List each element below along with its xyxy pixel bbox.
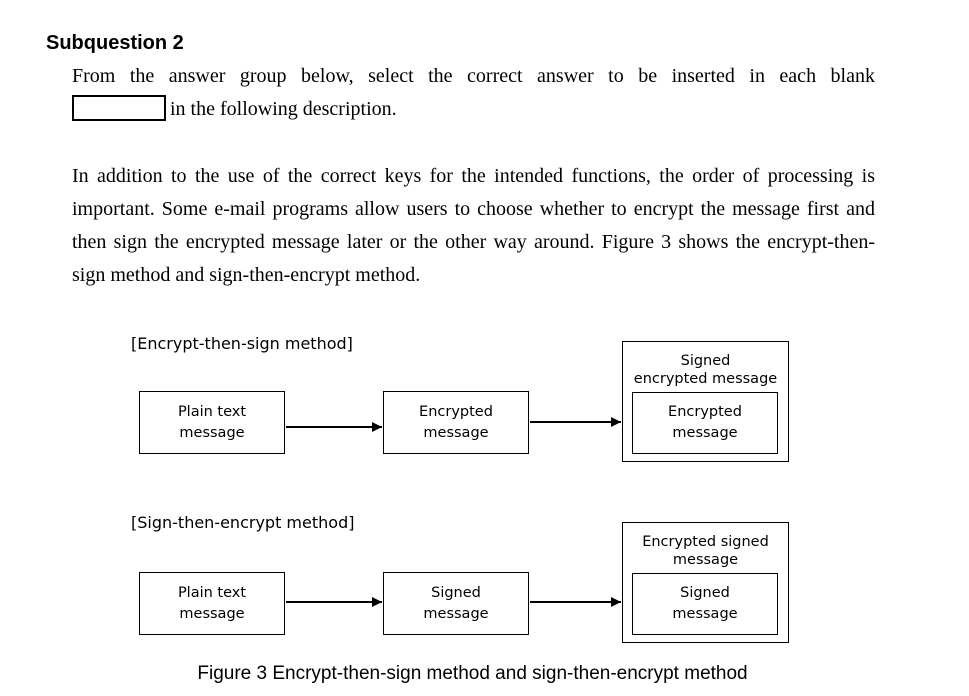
intro-line-1: From the answer group below, select the … (72, 65, 875, 87)
top-outer-label-line1: Signed (680, 353, 731, 369)
top-plain-text-box: Plain text message (139, 391, 285, 454)
bottom-inner-line1: Signed (680, 585, 730, 601)
top-encrypted-line2: message (423, 424, 489, 441)
intro-line-2: in the following description. (72, 93, 875, 126)
bottom-signed-box: Signed message (383, 572, 529, 635)
bottom-outer-label-line2: message (672, 552, 739, 568)
bottom-signed-line2: message (423, 605, 489, 622)
top-inner-encrypted-box: Encrypted message (632, 392, 778, 454)
top-inner-line2: message (672, 425, 738, 441)
top-encrypted-line1: Encrypted (419, 403, 493, 420)
intro-line-2-text: in the following description. (170, 98, 397, 120)
answer-blank-box (72, 95, 166, 121)
bottom-plain-text-box: Plain text message (139, 572, 285, 635)
top-plain-text-line2: message (179, 424, 245, 441)
figure-caption: Figure 3 Encrypt-then-sign method and si… (197, 663, 748, 684)
bottom-inner-line2: message (672, 606, 738, 622)
bottom-inner-signed-box: Signed message (632, 573, 778, 635)
top-outer-label-line2: encrypted message (633, 371, 778, 387)
body-paragraph: In addition to the use of the correct ke… (72, 165, 875, 286)
bottom-plain-text-line1: Plain text (177, 584, 247, 601)
encrypt-then-sign-label: [Encrypt-then-sign method] (131, 334, 353, 353)
bottom-plain-text-line2: message (179, 605, 245, 622)
top-inner-line1: Encrypted (668, 404, 742, 420)
top-plain-text-line1: Plain text (177, 403, 247, 420)
top-encrypted-box: Encrypted message (383, 391, 529, 454)
subquestion-heading: Subquestion 2 (46, 32, 184, 54)
sign-then-encrypt-label: [Sign-then-encrypt method] (131, 513, 355, 532)
bottom-outer-label-line1: Encrypted signed (642, 534, 769, 550)
bottom-signed-line1: Signed (431, 584, 481, 601)
bottom-encrypted-signed-outer-box: Encrypted signed message Signed message (622, 522, 789, 643)
top-signed-encrypted-outer-box: Signed encrypted message Encrypted messag… (622, 341, 789, 462)
